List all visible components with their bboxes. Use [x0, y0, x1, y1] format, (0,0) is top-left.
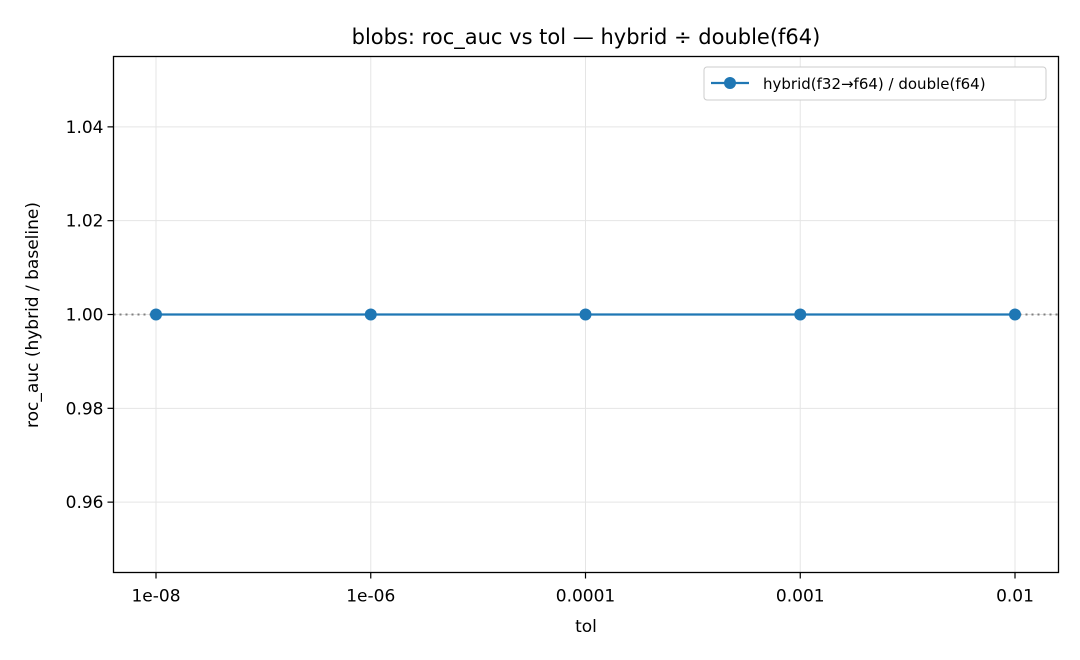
x-tick-label: 0.0001 — [556, 587, 615, 607]
x-axis: 1e-08 1e-06 0.0001 0.001 0.01 — [131, 572, 1034, 607]
data-point — [579, 308, 592, 321]
legend-marker-swatch — [724, 77, 736, 89]
y-tick-label: 0.98 — [66, 399, 104, 419]
data-point — [794, 308, 807, 321]
x-tick-label: 1e-08 — [131, 587, 180, 607]
y-tick-label: 1.02 — [66, 212, 104, 232]
x-tick-label: 0.001 — [776, 587, 825, 607]
data-point — [364, 308, 377, 321]
x-tick-label: 1e-06 — [346, 587, 395, 607]
series-group — [150, 308, 1021, 321]
data-point — [1009, 308, 1021, 321]
chart-title: blobs: roc_auc vs tol — hybrid ÷ double(… — [352, 25, 821, 50]
legend-label: hybrid(f32→f64) / double(f64) — [763, 75, 986, 93]
y-tick-label: 1.00 — [66, 306, 104, 326]
legend-frame — [703, 66, 1047, 101]
y-axis: 0.96 0.98 1.00 1.02 1.04 — [66, 118, 114, 513]
legend: hybrid(f32→f64) / double(f64) — [703, 66, 1047, 101]
y-tick-label: 1.04 — [66, 118, 104, 138]
y-tick-label: 0.96 — [66, 493, 104, 513]
data-point — [150, 308, 162, 321]
x-tick-label: 0.01 — [996, 587, 1034, 607]
y-axis-label: roc_auc (hybrid / baseline) — [23, 202, 43, 428]
x-axis-label: tol — [575, 617, 597, 637]
